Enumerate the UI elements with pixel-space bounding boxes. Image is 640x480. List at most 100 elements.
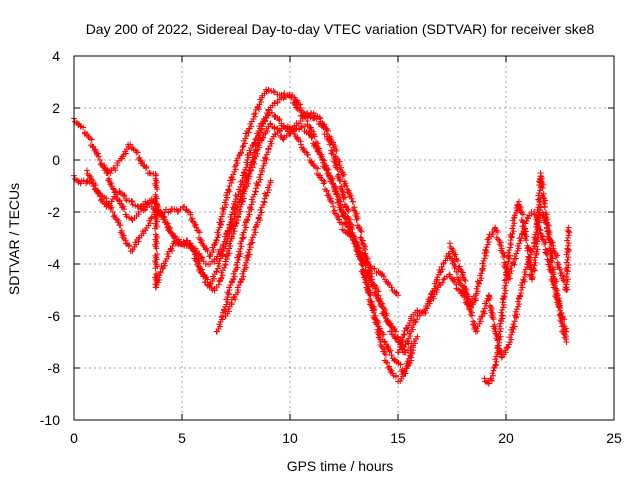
x-tick-label: 20 [498, 430, 514, 446]
data-point [315, 147, 322, 154]
data-point [260, 134, 267, 141]
data-point [495, 331, 502, 338]
data-point [251, 231, 258, 238]
data-point [492, 361, 499, 368]
data-point [261, 131, 268, 137]
data-point [497, 333, 504, 340]
y-axis-label: SDTVAR / TECUs [6, 183, 22, 295]
data-point [536, 190, 543, 197]
x-tick-label: 10 [282, 430, 298, 446]
data-point [255, 214, 262, 221]
data-point [492, 356, 499, 363]
data-point [180, 238, 187, 245]
data-point [564, 278, 571, 285]
y-tick-label: -10 [40, 412, 60, 428]
data-point [237, 278, 244, 285]
data-point [382, 339, 389, 345]
data-point [267, 120, 274, 127]
data-point [238, 243, 245, 250]
data-point [465, 296, 472, 303]
data-point [496, 328, 503, 335]
data-point [231, 273, 238, 280]
data-point [480, 308, 487, 315]
data-point [258, 204, 265, 211]
data-point [153, 205, 160, 212]
data-point [167, 224, 174, 231]
data-point [516, 301, 523, 308]
data-point [481, 310, 488, 317]
data-point [221, 238, 228, 245]
data-point [188, 216, 195, 223]
data-point [500, 304, 507, 311]
data-point [154, 186, 161, 193]
data-point [524, 247, 531, 254]
data-point [239, 270, 246, 277]
data-point [148, 214, 155, 221]
data-point [501, 277, 508, 284]
data-point [510, 222, 517, 229]
data-point [239, 144, 246, 150]
data-point [531, 262, 538, 269]
data-point [140, 162, 147, 169]
data-point [505, 249, 512, 256]
data-point [508, 233, 515, 240]
data-point [512, 255, 519, 262]
data-point [496, 336, 503, 343]
data-point [229, 176, 236, 183]
data-point [535, 212, 542, 219]
data-point [450, 276, 457, 283]
data-point [414, 333, 421, 340]
data-point [227, 281, 234, 288]
data-point [184, 237, 191, 244]
data-point [245, 170, 252, 177]
data-point [138, 203, 145, 210]
data-point [503, 263, 510, 270]
data-point [87, 173, 94, 180]
data-point [533, 248, 540, 255]
data-point [128, 197, 135, 204]
data-point [381, 338, 388, 345]
data-point [234, 264, 241, 271]
data-point [433, 287, 440, 293]
data-point [111, 212, 118, 219]
data-point [160, 213, 167, 220]
data-point [339, 172, 346, 179]
data-point [539, 185, 546, 192]
data-point [531, 257, 538, 264]
data-point [319, 157, 326, 163]
x-tick-labels: 0 5 10 15 20 25 [70, 430, 622, 446]
data-point [249, 239, 256, 246]
data-point [240, 273, 247, 280]
data-point [501, 285, 508, 292]
data-point [94, 150, 101, 157]
data-point [562, 284, 569, 291]
data-point [308, 158, 315, 165]
data-point [501, 290, 508, 297]
data-point [251, 226, 258, 233]
data-point [230, 225, 237, 232]
data-point [383, 310, 390, 317]
data-point [357, 227, 364, 234]
data-point [247, 204, 254, 211]
data-point [392, 373, 399, 380]
data-point [320, 177, 327, 184]
data-point [219, 251, 226, 258]
data-point [236, 281, 243, 288]
data-point [225, 290, 232, 297]
data-point [512, 308, 519, 315]
data-point [337, 206, 344, 213]
data-point [458, 289, 465, 296]
y-tick-label: 4 [52, 48, 60, 64]
axis-ticks [73, 55, 615, 421]
data-point [493, 358, 500, 365]
data-point [483, 249, 490, 256]
data-point [514, 311, 521, 318]
data-point [563, 339, 570, 345]
data-point [483, 244, 490, 251]
data-point [320, 180, 327, 187]
data-point [258, 209, 265, 216]
data-point [307, 124, 314, 131]
data-point [323, 162, 330, 169]
data-point [408, 349, 415, 356]
data-point [251, 139, 258, 146]
